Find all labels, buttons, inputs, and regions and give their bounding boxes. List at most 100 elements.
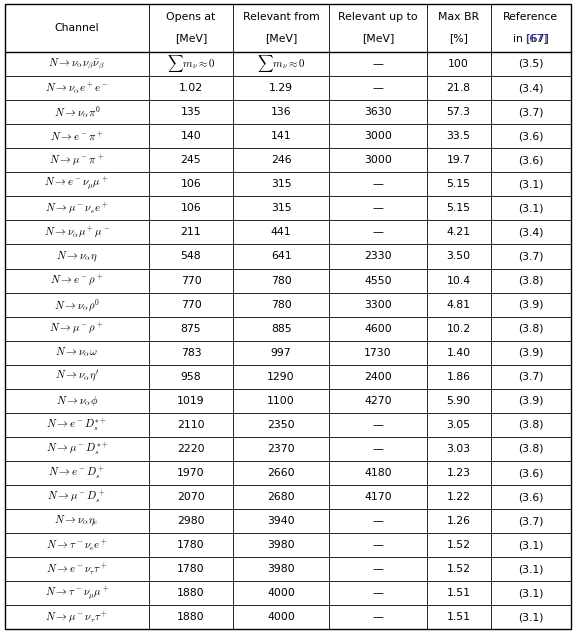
Text: 780: 780	[271, 300, 292, 310]
Text: (3.7): (3.7)	[518, 107, 544, 117]
Text: (3.1): (3.1)	[518, 612, 544, 623]
Text: 33.5: 33.5	[447, 131, 471, 141]
Text: $N \to \nu_\alpha e^+ e^-$: $N \to \nu_\alpha e^+ e^-$	[45, 80, 108, 95]
Text: $N \to e^- D_s^{*+}$: $N \to e^- D_s^{*+}$	[46, 416, 107, 434]
Text: $N \to \mu^- D_s^+$: $N \to \mu^- D_s^+$	[48, 489, 106, 506]
Text: in [67]: in [67]	[513, 33, 549, 44]
Text: 641: 641	[271, 252, 292, 262]
Text: (3.9): (3.9)	[518, 396, 544, 406]
Text: 3.50: 3.50	[447, 252, 471, 262]
Text: 1880: 1880	[177, 588, 205, 599]
Text: 57.3: 57.3	[447, 107, 471, 117]
Text: (3.1): (3.1)	[518, 204, 544, 214]
Text: 1.26: 1.26	[447, 516, 471, 526]
Text: (3.6): (3.6)	[518, 131, 544, 141]
Text: 4180: 4180	[364, 468, 391, 478]
Text: 136: 136	[271, 107, 292, 117]
Text: $N \to \nu_\alpha \eta'$: $N \to \nu_\alpha \eta'$	[55, 369, 99, 384]
Text: 875: 875	[181, 324, 201, 334]
Text: 1019: 1019	[177, 396, 205, 406]
Text: $N \to \nu_\alpha \rho^0$: $N \to \nu_\alpha \rho^0$	[54, 296, 100, 312]
Text: [MeV]: [MeV]	[265, 33, 297, 44]
Text: 315: 315	[271, 204, 292, 214]
Text: $N \to \nu_\alpha \mu^+ \mu^-$: $N \to \nu_\alpha \mu^+ \mu^-$	[44, 224, 110, 240]
Text: —: —	[373, 420, 383, 430]
Text: 1.23: 1.23	[447, 468, 471, 478]
Text: —: —	[373, 564, 383, 574]
Text: $N \to \mu^- \nu_e e^+$: $N \to \mu^- \nu_e e^+$	[45, 200, 108, 216]
Text: —: —	[373, 179, 383, 189]
Text: 4550: 4550	[364, 276, 391, 286]
Text: Relevant up to: Relevant up to	[338, 12, 418, 22]
Text: (3.1): (3.1)	[518, 540, 544, 550]
Text: 2330: 2330	[364, 252, 391, 262]
Text: 5.90: 5.90	[447, 396, 471, 406]
Text: 19.7: 19.7	[447, 155, 471, 165]
Text: 3000: 3000	[364, 131, 392, 141]
Text: 1.52: 1.52	[447, 540, 471, 550]
Text: 1.51: 1.51	[447, 588, 471, 599]
Text: [MeV]: [MeV]	[362, 33, 394, 44]
Text: 4000: 4000	[267, 588, 295, 599]
Text: $N \to \nu_\alpha \pi^0$: $N \to \nu_\alpha \pi^0$	[53, 104, 100, 120]
Text: (3.5): (3.5)	[518, 59, 544, 69]
Text: 10.2: 10.2	[447, 324, 471, 334]
Text: 140: 140	[181, 131, 201, 141]
Text: 315: 315	[271, 179, 292, 189]
Text: [67]: [67]	[525, 33, 547, 44]
Text: —: —	[373, 612, 383, 623]
Text: 1.52: 1.52	[447, 564, 471, 574]
Text: $N \to \mu^- D_s^{*+}$: $N \to \mu^- D_s^{*+}$	[45, 441, 108, 458]
Text: 1.40: 1.40	[447, 348, 471, 358]
Text: $N \to \nu_\alpha \omega$: $N \to \nu_\alpha \omega$	[56, 346, 98, 359]
Text: 1880: 1880	[177, 612, 205, 623]
Text: 3980: 3980	[267, 564, 295, 574]
Text: $N \to e^- \nu_\tau \tau^+$: $N \to e^- \nu_\tau \tau^+$	[46, 561, 108, 577]
Text: Relevant from: Relevant from	[243, 12, 320, 22]
Text: (3.7): (3.7)	[518, 252, 544, 262]
Text: —: —	[373, 83, 383, 93]
Text: —: —	[373, 204, 383, 214]
Text: 141: 141	[271, 131, 292, 141]
Text: (3.9): (3.9)	[518, 300, 544, 310]
Text: $N \to \nu_\alpha \nu_\beta \bar{\nu}_\beta$: $N \to \nu_\alpha \nu_\beta \bar{\nu}_\b…	[48, 56, 105, 71]
Text: 780: 780	[271, 276, 292, 286]
Text: (3.1): (3.1)	[518, 564, 544, 574]
Text: (3.6): (3.6)	[518, 492, 544, 502]
Text: 4170: 4170	[364, 492, 391, 502]
Text: 3980: 3980	[267, 540, 295, 550]
Text: 21.8: 21.8	[447, 83, 471, 93]
Text: (3.1): (3.1)	[518, 179, 544, 189]
Text: 2400: 2400	[364, 372, 392, 382]
Text: (3.6): (3.6)	[518, 468, 544, 478]
Text: (3.4): (3.4)	[518, 228, 544, 238]
Text: $N \to \tau^- \nu_\mu \mu^+$: $N \to \tau^- \nu_\mu \mu^+$	[45, 584, 109, 602]
Text: 1.86: 1.86	[447, 372, 471, 382]
Text: (3.8): (3.8)	[518, 276, 544, 286]
Text: 1.51: 1.51	[447, 612, 471, 623]
Text: 2980: 2980	[177, 516, 205, 526]
Text: 3.05: 3.05	[447, 420, 471, 430]
Text: (3.4): (3.4)	[518, 83, 544, 93]
Text: 1780: 1780	[177, 540, 205, 550]
Text: —: —	[373, 59, 383, 69]
Text: 3630: 3630	[364, 107, 391, 117]
Text: 1780: 1780	[177, 564, 205, 574]
Text: 246: 246	[271, 155, 292, 165]
Text: 135: 135	[181, 107, 201, 117]
Text: $\sum m_\nu \approx 0$: $\sum m_\nu \approx 0$	[257, 54, 305, 75]
Text: 2350: 2350	[267, 420, 295, 430]
Text: 3000: 3000	[364, 155, 392, 165]
Text: 5.15: 5.15	[447, 179, 471, 189]
Text: 10.4: 10.4	[447, 276, 471, 286]
Text: (3.8): (3.8)	[518, 324, 544, 334]
Text: 770: 770	[181, 276, 201, 286]
Text: 211: 211	[181, 228, 201, 238]
Text: $\sum m_\nu \approx 0$: $\sum m_\nu \approx 0$	[166, 54, 215, 75]
Text: Opens at: Opens at	[166, 12, 216, 22]
Text: $N \to e^- \nu_\mu \mu^+$: $N \to e^- \nu_\mu \mu^+$	[44, 175, 109, 193]
Text: (3.6): (3.6)	[518, 155, 544, 165]
Text: 997: 997	[271, 348, 292, 358]
Text: Reference: Reference	[503, 12, 559, 22]
Text: 3940: 3940	[267, 516, 295, 526]
